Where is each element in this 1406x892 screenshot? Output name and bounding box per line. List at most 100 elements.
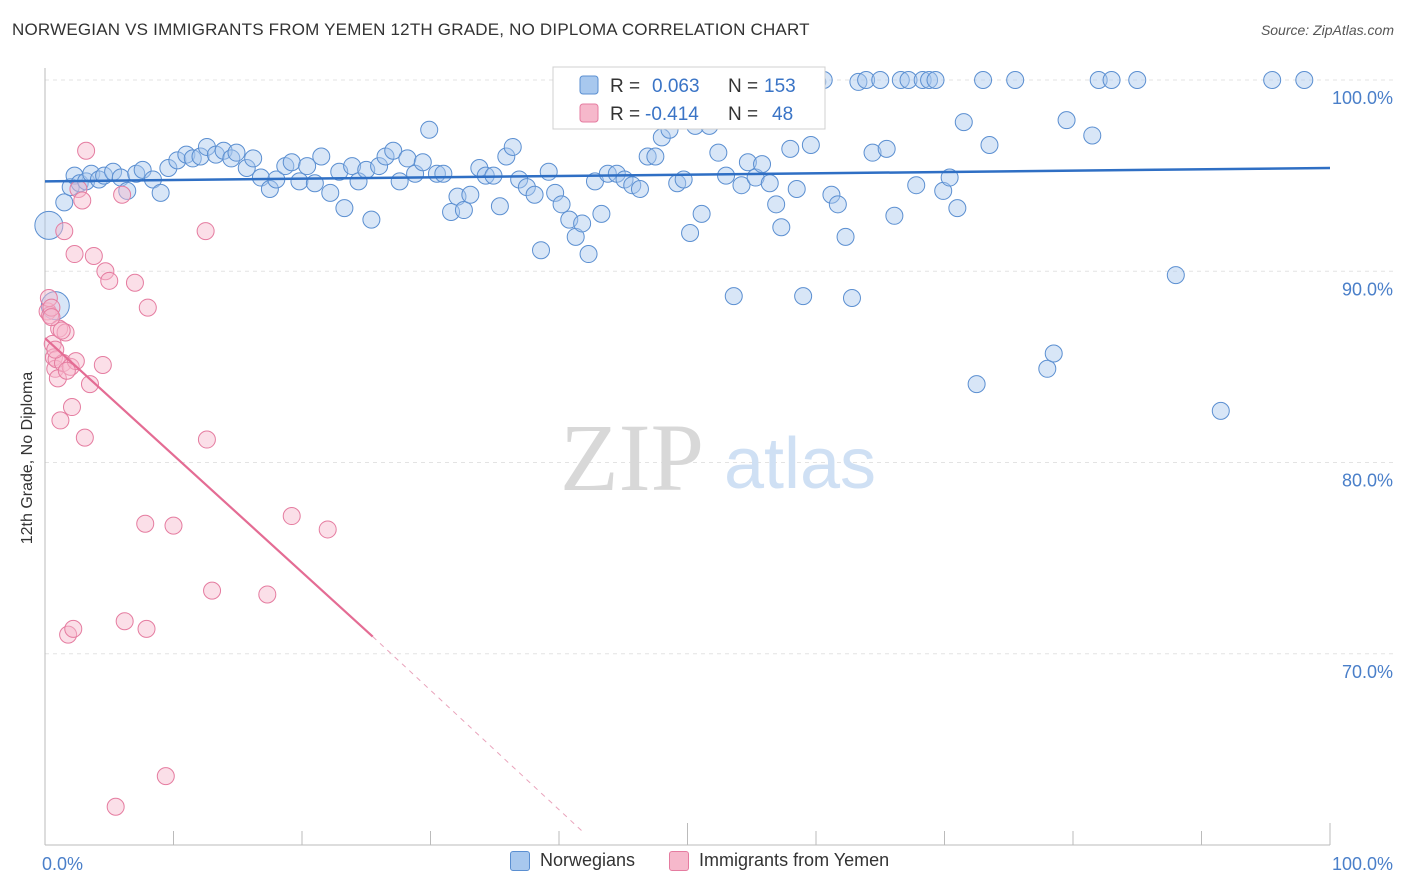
point-norwegians xyxy=(244,149,263,168)
point-yemen xyxy=(84,246,103,265)
point-yemen xyxy=(203,581,222,600)
point-norwegians xyxy=(863,143,882,162)
point-yemen xyxy=(164,516,183,535)
point-norwegians xyxy=(1295,71,1314,89)
point-norwegians xyxy=(592,204,611,223)
point-yemen xyxy=(64,619,83,638)
point-norwegians xyxy=(183,149,202,168)
point-yemen xyxy=(62,398,81,417)
point-norwegians xyxy=(836,227,855,246)
point-yemen xyxy=(115,612,134,631)
point-norwegians xyxy=(312,147,331,166)
point-norwegians xyxy=(434,164,453,183)
point-norwegians xyxy=(717,166,736,185)
point-yemen xyxy=(125,273,144,292)
y-tick-label: 90.0% xyxy=(1342,279,1393,299)
point-norwegians xyxy=(260,180,279,199)
point-norwegians xyxy=(974,71,993,89)
point-norwegians xyxy=(398,149,417,168)
point-norwegians xyxy=(55,193,74,212)
point-norwegians xyxy=(1166,266,1185,285)
point-yemen xyxy=(93,355,112,374)
point-norwegians xyxy=(885,206,904,225)
point-yemen xyxy=(197,430,216,449)
point-yemen xyxy=(113,185,132,204)
legend-label-norwegians: Norwegians xyxy=(540,850,636,870)
point-norwegians xyxy=(321,183,340,202)
point-norwegians xyxy=(362,210,381,229)
point-norwegians xyxy=(794,287,813,306)
point-norwegians xyxy=(828,195,847,214)
stats-box: R = 0.063 N = 153 R = -0.414 N = 48 xyxy=(552,66,826,130)
point-norwegians xyxy=(871,71,890,89)
legend-label-yemen: Immigrants from Yemen xyxy=(699,850,890,870)
stats-n-value-blue: 153 xyxy=(764,76,796,97)
point-norwegians xyxy=(461,185,480,204)
watermark-zip: ZIP xyxy=(560,404,704,511)
point-yemen xyxy=(42,298,61,317)
point-yemen xyxy=(106,797,125,816)
point-norwegians xyxy=(738,153,757,172)
point-norwegians xyxy=(954,113,973,132)
point-norwegians xyxy=(638,147,657,166)
point-norwegians xyxy=(227,143,246,162)
point-yemen xyxy=(51,411,70,430)
point-norwegians xyxy=(732,176,751,195)
point-yemen xyxy=(258,585,277,604)
point-norwegians xyxy=(980,136,999,155)
legend-swatch-blue xyxy=(510,850,530,871)
point-yemen xyxy=(100,271,119,290)
point-yemen xyxy=(318,520,337,539)
point-norwegians xyxy=(290,172,309,191)
y-tick-label: 80.0% xyxy=(1342,471,1393,491)
point-yemen xyxy=(138,298,157,317)
point-norwegians xyxy=(681,224,700,242)
point-norwegians xyxy=(842,289,861,308)
point-norwegians xyxy=(517,178,536,197)
x-tick-label: 0.0% xyxy=(42,854,83,874)
point-yemen xyxy=(75,428,94,447)
point-norwegians xyxy=(413,153,432,172)
point-norwegians xyxy=(420,120,439,139)
point-norwegians xyxy=(497,147,516,166)
stats-swatch-blue xyxy=(579,75,599,95)
point-yemen xyxy=(46,340,65,359)
point-yemen xyxy=(80,375,99,394)
point-norwegians xyxy=(940,168,959,187)
point-norwegians xyxy=(857,71,876,89)
point-norwegians xyxy=(801,136,820,155)
point-norwegians xyxy=(1263,71,1282,89)
point-norwegians xyxy=(525,185,544,204)
point-norwegians xyxy=(70,174,89,193)
stats-r-label-blue: R = xyxy=(610,76,640,97)
point-yemen xyxy=(59,625,78,644)
legend-swatch-pink xyxy=(669,850,690,871)
stats-r-value-blue: 0.063 xyxy=(652,76,700,97)
point-norwegians xyxy=(920,71,939,89)
point-yemen xyxy=(52,321,71,340)
point-norwegians xyxy=(1083,126,1102,145)
point-norwegians xyxy=(849,72,868,91)
point-norwegians xyxy=(709,143,728,162)
stats-n-label-pink: N = xyxy=(728,104,758,125)
point-yemen xyxy=(65,245,84,264)
x-tick-label: 100.0% xyxy=(1332,854,1393,874)
point-norwegians xyxy=(390,172,409,191)
point-norwegians xyxy=(197,137,216,156)
point-norwegians xyxy=(503,137,522,156)
point-norwegians xyxy=(532,241,551,260)
point-norwegians xyxy=(967,375,986,394)
point-yemen xyxy=(55,222,74,241)
point-norwegians xyxy=(384,141,403,160)
point-yemen xyxy=(77,141,96,160)
point-yemen xyxy=(42,308,61,327)
point-norwegians xyxy=(168,151,187,170)
point-norwegians xyxy=(151,183,170,202)
point-norwegians xyxy=(1211,401,1230,420)
trend-line-yemen xyxy=(44,337,374,638)
point-norwegians xyxy=(907,176,926,195)
stats-n-label-blue: N = xyxy=(728,76,758,97)
point-norwegians xyxy=(539,162,558,181)
point-norwegians xyxy=(926,71,945,89)
